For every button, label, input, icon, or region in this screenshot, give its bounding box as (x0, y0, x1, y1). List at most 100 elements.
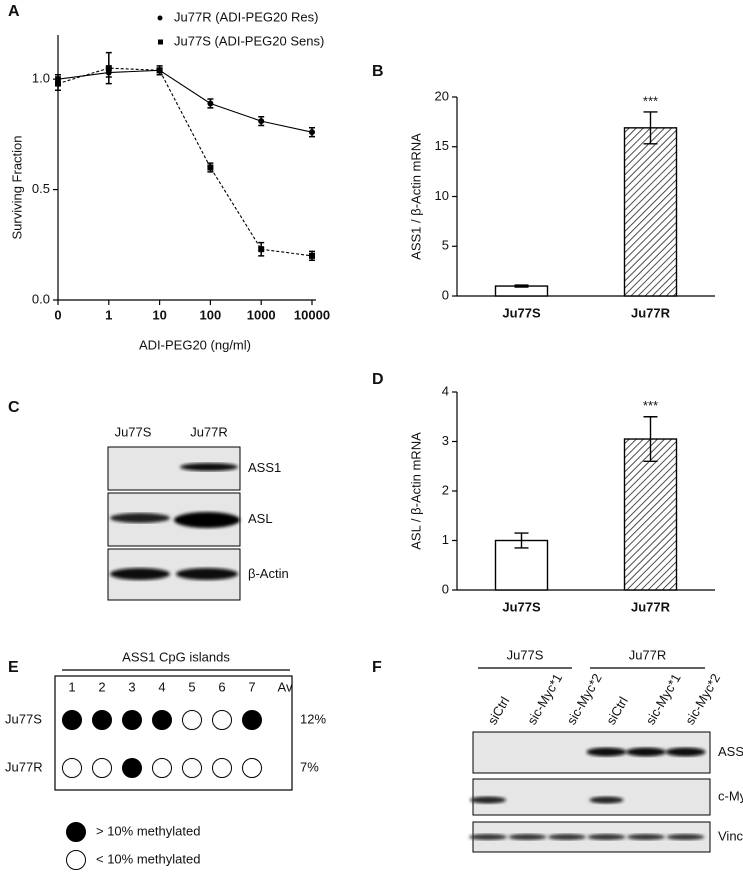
legend-label: < 10% methylated (96, 851, 200, 866)
data-point (105, 65, 112, 72)
column-label: 7 (248, 679, 255, 694)
bar (623, 127, 678, 297)
cpg-site (62, 710, 82, 730)
x-tick-label: Ju77S (502, 599, 541, 614)
y-tick-label: 15 (435, 138, 449, 153)
row-label: Ju77R (5, 759, 43, 774)
methylation-box (54, 675, 293, 791)
panel-letter: C (8, 399, 20, 416)
y-tick-label: 4 (442, 383, 449, 398)
legend-marker (157, 15, 163, 21)
blot-label: c-Myc (718, 788, 743, 803)
y-tick-label: 0 (442, 287, 449, 302)
y-tick-label: 1.0 (32, 71, 50, 86)
legend-label: Ju77R (ADI-PEG20 Res) (174, 9, 319, 24)
panel-letter: E (8, 659, 19, 676)
x-tick-label: Ju77R (631, 305, 671, 320)
blot-band (176, 568, 238, 580)
x-tick-label: 100 (200, 307, 222, 322)
row-label: Ju77S (5, 711, 42, 726)
panel-letter: A (8, 3, 20, 20)
group-label: Ju77S (507, 647, 544, 662)
blot-label: ASL (248, 511, 273, 526)
lane-label: sic-Myc*1 (524, 671, 565, 727)
significance-label: *** (643, 93, 658, 108)
blot-label: ASS1 (248, 460, 281, 475)
data-point (258, 246, 265, 253)
x-tick-label: Ju77S (502, 305, 541, 320)
column-label: 2 (98, 679, 105, 694)
blot-band (470, 796, 506, 804)
y-axis-label: ASL / β-Actin mRNA (408, 432, 423, 550)
legend-label: Ju77S (ADI-PEG20 Sens) (174, 33, 324, 48)
y-axis-label: ASS1 / β-Actin mRNA (408, 133, 423, 260)
data-point (207, 100, 214, 107)
cpg-site (122, 758, 142, 778)
blot-band (666, 834, 705, 840)
y-tick-label: 0.5 (32, 181, 50, 196)
blot-band (110, 513, 170, 523)
column-label: 3 (128, 679, 135, 694)
panel-letter: D (372, 371, 384, 388)
series-line (57, 67, 313, 257)
methylation-title: ASS1 CpG islands (122, 649, 230, 664)
blot-label: Vinculin (718, 828, 743, 843)
data-point (309, 252, 315, 259)
lane-label: sic-Myc*2 (564, 671, 605, 727)
lane-label: Ju77R (190, 424, 228, 439)
blot-box (472, 778, 711, 816)
panel-letter: F (372, 659, 382, 676)
y-axis-label: Surviving Fraction (9, 135, 24, 239)
x-tick-label: 1000 (247, 307, 276, 322)
y-tick-label: 3 (442, 433, 449, 448)
y-tick-label: 20 (435, 88, 449, 103)
column-label: 6 (218, 679, 225, 694)
cpg-site (92, 710, 112, 730)
lane-label: sic-Myc*1 (643, 671, 684, 727)
y-tick-label: 0.0 (32, 291, 50, 306)
blot-band (508, 834, 547, 840)
series-line (57, 69, 313, 133)
blot-band (665, 747, 706, 757)
data-point (55, 80, 61, 87)
panel-letter: B (372, 63, 384, 80)
cpg-site (242, 758, 262, 778)
lane-label: siCtrl (485, 694, 513, 727)
column-label: 4 (158, 679, 165, 694)
cpg-site (212, 710, 232, 730)
blot-band (626, 747, 666, 757)
cpg-site (152, 710, 172, 730)
bar (623, 438, 678, 591)
x-tick-label: 1 (105, 307, 112, 322)
x-tick-label: 0 (54, 307, 61, 322)
x-axis-label: ADI-PEG20 (ng/ml) (139, 337, 251, 352)
cpg-site (182, 710, 202, 730)
legend-marker (158, 39, 163, 45)
y-tick-label: 1 (442, 532, 449, 547)
blot-band (548, 834, 586, 840)
significance-label: *** (643, 398, 658, 413)
x-tick-label: 10 (152, 307, 166, 322)
row-average: 7% (300, 759, 319, 774)
error-bar (514, 532, 529, 549)
error-bar (643, 111, 658, 145)
blot-band (587, 834, 626, 840)
blot-band (589, 796, 624, 804)
lane-label: siCtrl (603, 694, 631, 727)
legend-marker (66, 850, 86, 870)
blot-band (586, 747, 627, 757)
blot-band (469, 834, 507, 840)
blot-label: β-Actin (248, 566, 289, 581)
lane-label: Ju77S (115, 424, 152, 439)
row-average: 12% (300, 711, 326, 726)
data-point (207, 164, 214, 171)
x-tick-label: Ju77R (631, 599, 671, 614)
data-point (309, 129, 315, 136)
error-bar (643, 416, 658, 462)
blot-label: ASS1 (718, 744, 743, 759)
y-tick-label: 2 (442, 482, 449, 497)
blot-band (110, 568, 170, 580)
cpg-site (92, 758, 112, 778)
y-tick-label: 5 (442, 238, 449, 253)
